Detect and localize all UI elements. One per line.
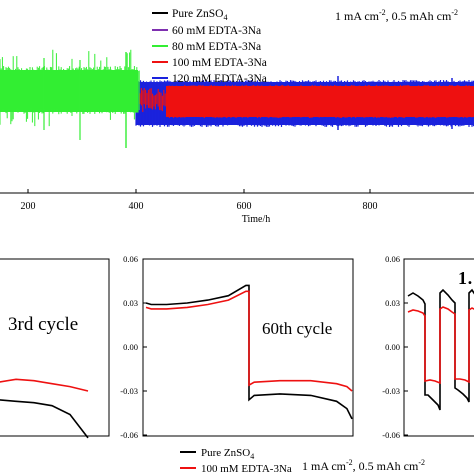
bottom-condition-annotation: 1 mA cm-2, 0.5 mAh cm-2 (302, 458, 425, 473)
top-panel: Pure ZnSO4 60 mM EDTA-3Na 80 mM EDTA-3Na… (0, 8, 474, 225)
legend-label-pure-znso4: Pure ZnSO4 (172, 8, 227, 22)
panel-3rd-black-curve (0, 399, 89, 439)
legend-entry-60mm: 60 mM EDTA-3Na (152, 25, 261, 37)
y-tick-label-0.00: 0.00 (123, 342, 138, 352)
panel-3rd-cycle: 3rd cycle (0, 258, 110, 439)
panel-60th-red-curve (145, 290, 353, 392)
panel-3rd-red-curve (0, 378, 89, 392)
panel-60th-y-axis: 0.06 0.03 0.00 -0.03 -0.06 (120, 254, 147, 440)
panel-60th-title: 60th cycle (262, 319, 332, 338)
top-plot-frame (0, 192, 474, 194)
legend-label-120mm: 120 mM EDTA-3Na (172, 73, 267, 85)
legend-entry-pure-znso4: Pure ZnSO4 (152, 8, 227, 22)
panel-right-black-curve (407, 288, 474, 411)
y-tick-label-0.06: 0.06 (123, 254, 138, 264)
panel-3rd-title: 3rd cycle (8, 314, 78, 335)
legend-entry-80mm: 80 mM EDTA-3Na (152, 41, 261, 53)
legend-label-60mm: 60 mM EDTA-3Na (172, 25, 261, 37)
y-tick-label-r-neg0.03: -0.03 (382, 386, 400, 396)
legend-label-80mm: 80 mM EDTA-3Na (172, 41, 261, 53)
panel-3rd-frame (0, 258, 110, 437)
legend-entry-120mm: 120 mM EDTA-3Na (152, 73, 267, 85)
y-tick-label-0.03: 0.03 (123, 298, 138, 308)
x-axis-label: Time/h (242, 214, 271, 225)
x-tick-label-600: 600 (237, 201, 252, 212)
x-tick-label-800: 800 (363, 201, 378, 212)
panel-right-red-curve (407, 306, 474, 385)
top-condition-annotation: 1 mA cm-2, 0.5 mAh cm-2 (335, 8, 458, 23)
bottom-legend: Pure ZnSO4 100 mM EDTA-3Na (180, 447, 292, 474)
y-tick-label-neg0.06: -0.06 (120, 430, 138, 440)
top-legend: Pure ZnSO4 60 mM EDTA-3Na 80 mM EDTA-3Na… (152, 8, 267, 85)
bottom-legend-label-pure: Pure ZnSO4 (201, 447, 254, 461)
panel-right-y-axis: 0.06 0.03 0.00 -0.03 -0.06 (382, 254, 408, 440)
legend-entry-100mm: 100 mM EDTA-3Na (152, 57, 267, 69)
series-100mm-envelope (166, 86, 474, 117)
y-tick-label-r-0.06: 0.06 (385, 254, 400, 264)
panel-right-title: 1… (458, 268, 474, 288)
y-tick-label-neg0.03: -0.03 (120, 386, 138, 396)
bottom-legend-entry-100mm: 100 mM EDTA-3Na (180, 463, 292, 474)
top-x-axis: 200 400 600 800 Time/h (21, 189, 378, 225)
panel-60th-cycle: 0.06 0.03 0.00 -0.03 -0.06 60th cycle (120, 254, 354, 440)
bottom-legend-entry-pure: Pure ZnSO4 (180, 447, 254, 461)
legend-label-100mm: 100 mM EDTA-3Na (172, 57, 267, 69)
top-voltage-traces (0, 49, 474, 148)
y-tick-label-r-0.03: 0.03 (385, 298, 400, 308)
panel-60th-black-curve (145, 284, 353, 420)
panel-right-cycle: 0.06 0.03 0.00 -0.03 -0.06 1… (382, 254, 474, 440)
x-tick-label-200: 200 (21, 201, 36, 212)
y-tick-label-r-neg0.06: -0.06 (382, 430, 400, 440)
y-tick-label-r-0.00: 0.00 (385, 342, 400, 352)
x-tick-label-400: 400 (129, 201, 144, 212)
bottom-legend-label-100mm: 100 mM EDTA-3Na (201, 463, 292, 474)
